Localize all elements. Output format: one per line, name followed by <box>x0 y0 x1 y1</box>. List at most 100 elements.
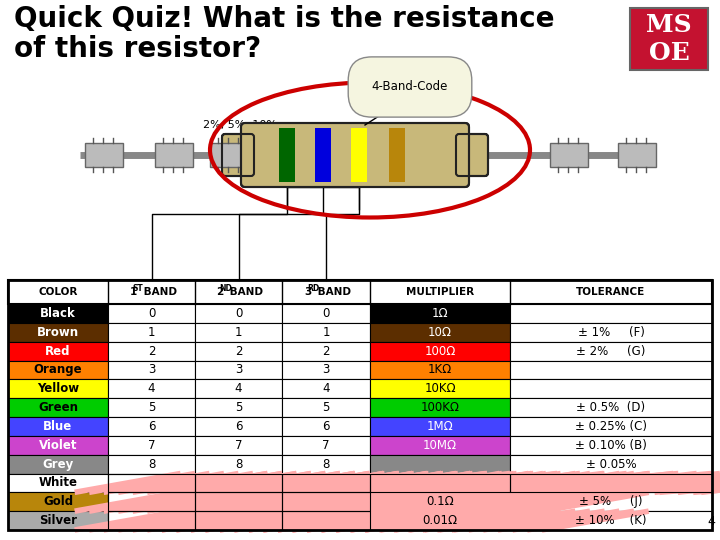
Bar <box>108 379 195 398</box>
Text: 1KΩ: 1KΩ <box>428 363 452 376</box>
Bar <box>108 474 195 492</box>
Text: 3: 3 <box>235 363 242 376</box>
Text: Grey: Grey <box>42 457 73 470</box>
Bar <box>282 361 370 379</box>
Bar <box>370 455 510 474</box>
Text: MULTIPLIER: MULTIPLIER <box>406 287 474 297</box>
Bar <box>315 128 331 182</box>
Bar <box>370 492 510 511</box>
Text: 6: 6 <box>148 420 156 433</box>
Bar <box>195 492 282 511</box>
Text: 3: 3 <box>323 363 330 376</box>
Bar <box>370 511 510 530</box>
Bar <box>510 511 712 530</box>
Text: 1: 1 <box>130 287 137 297</box>
Bar <box>370 323 510 342</box>
Text: 7: 7 <box>148 438 156 452</box>
FancyBboxPatch shape <box>550 143 588 167</box>
Bar <box>510 323 712 342</box>
Text: 2: 2 <box>148 345 156 357</box>
Text: 4: 4 <box>323 382 330 395</box>
Text: Gold: Gold <box>43 495 73 508</box>
Bar <box>370 474 510 492</box>
Bar <box>108 492 195 511</box>
FancyBboxPatch shape <box>155 143 193 167</box>
Text: Black: Black <box>40 307 76 320</box>
Text: 1: 1 <box>148 326 156 339</box>
Text: Brown: Brown <box>37 326 79 339</box>
Bar <box>510 455 712 474</box>
Text: Green: Green <box>38 401 78 414</box>
Bar <box>8 436 108 455</box>
Text: 7: 7 <box>323 438 330 452</box>
Text: 3: 3 <box>148 363 156 376</box>
Text: 8: 8 <box>235 457 242 470</box>
Bar <box>282 492 370 511</box>
Bar <box>370 379 510 398</box>
Bar <box>108 398 195 417</box>
Text: ± 2%     (G): ± 2% (G) <box>576 345 646 357</box>
Text: Orange: Orange <box>34 363 82 376</box>
Bar <box>282 323 370 342</box>
Bar <box>108 342 195 361</box>
Bar <box>195 361 282 379</box>
Bar <box>108 304 195 323</box>
Text: 100Ω: 100Ω <box>424 345 456 357</box>
Bar <box>195 511 282 530</box>
Bar <box>195 474 282 492</box>
Text: 0: 0 <box>323 307 330 320</box>
Text: Blue: Blue <box>43 420 73 433</box>
Text: ± 0.25% (C): ± 0.25% (C) <box>575 420 647 433</box>
Text: 6: 6 <box>235 420 242 433</box>
Bar <box>282 436 370 455</box>
Text: 2%, 5%, 10%: 2%, 5%, 10% <box>203 120 277 130</box>
Bar <box>108 361 195 379</box>
Bar <box>510 417 712 436</box>
Bar <box>282 379 370 398</box>
Bar <box>510 492 712 511</box>
Text: 8: 8 <box>148 457 156 470</box>
Bar <box>108 492 195 511</box>
Text: 1: 1 <box>323 326 330 339</box>
Bar <box>195 492 282 511</box>
Bar <box>282 398 370 417</box>
Bar <box>8 492 108 511</box>
Text: 0.01Ω: 0.01Ω <box>423 514 458 527</box>
Bar <box>510 379 712 398</box>
Bar <box>510 304 712 323</box>
Text: OE: OE <box>649 40 689 65</box>
Bar <box>8 280 712 530</box>
Bar <box>370 436 510 455</box>
Text: 100KΩ: 100KΩ <box>420 401 459 414</box>
Text: MS: MS <box>646 14 692 37</box>
Text: 3: 3 <box>304 287 311 297</box>
Text: ST: ST <box>132 284 143 293</box>
Text: ± 0.05%: ± 0.05% <box>585 457 636 470</box>
Bar <box>8 398 108 417</box>
FancyBboxPatch shape <box>241 123 469 187</box>
Text: Quick Quiz! What is the resistance: Quick Quiz! What is the resistance <box>14 5 554 33</box>
Bar <box>8 342 108 361</box>
Bar <box>282 492 370 511</box>
Text: RD: RD <box>307 284 319 293</box>
Text: 1: 1 <box>235 326 242 339</box>
Bar <box>8 361 108 379</box>
Text: Violet: Violet <box>39 438 77 452</box>
Bar <box>389 128 405 182</box>
Bar <box>8 379 108 398</box>
Text: 8: 8 <box>323 457 330 470</box>
Bar <box>195 379 282 398</box>
Bar <box>8 474 108 492</box>
Text: BAND: BAND <box>314 287 351 297</box>
Text: Silver: Silver <box>39 514 77 527</box>
Text: 1Ω: 1Ω <box>432 307 449 320</box>
Bar <box>195 455 282 474</box>
Bar <box>282 511 370 530</box>
Text: 5: 5 <box>148 401 156 414</box>
Text: 10KΩ: 10KΩ <box>424 382 456 395</box>
Bar <box>195 436 282 455</box>
Text: 0: 0 <box>148 307 156 320</box>
Text: 5: 5 <box>323 401 330 414</box>
Text: White: White <box>38 476 78 489</box>
Bar <box>195 398 282 417</box>
